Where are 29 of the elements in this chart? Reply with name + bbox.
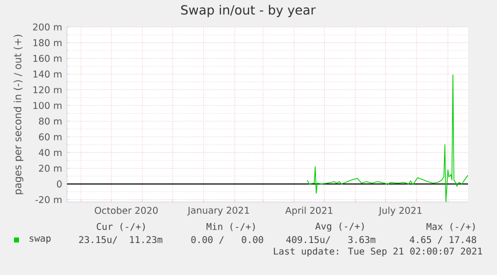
- text: Last update: Tue Sep 21 02:00:07 2021: [274, 247, 482, 257]
- text: 409.15u/ 3.63m: [286, 236, 376, 244]
- y-tick-label: 200 m: [33, 23, 62, 31]
- text: 0.00 / 0.00: [191, 236, 264, 244]
- y-tick-label: 160 m: [33, 54, 62, 62]
- line-series: [306, 74, 468, 202]
- legend-label: swap: [30, 236, 51, 244]
- y-tick-label: 100 m: [33, 102, 62, 109]
- text: 23.15u/ 11.23m: [79, 236, 162, 244]
- y-tick-label: 60 m: [39, 133, 62, 140]
- y-tick-label: 140 m: [33, 70, 62, 78]
- y-tick-label: 40 m: [38, 149, 62, 156]
- text: Cur (-/+): [96, 222, 145, 232]
- chart-title: Swap in/out - by year: [181, 4, 316, 18]
- y-tick-label: -20 m: [35, 196, 62, 204]
- y-tick-label: 80 m: [38, 118, 62, 125]
- text: Avg (-/+): [315, 222, 364, 232]
- x-tick-label: April 2021: [285, 206, 332, 216]
- text: 4.65 / 17.48: [410, 236, 476, 244]
- y-tick-label: 0: [56, 180, 62, 188]
- y-tick-label: 180 m: [33, 39, 62, 46]
- text: Max (-/+): [426, 222, 475, 232]
- x-tick-label: October 2020: [94, 206, 158, 214]
- y-axis-title: pages per second in (-) / out (+): [14, 34, 24, 194]
- y-tick-label: 20 m: [39, 164, 62, 172]
- text: Min (-/+): [206, 222, 255, 232]
- x-tick-label: July 2021: [378, 206, 422, 216]
- y-tick-label: 120 m: [33, 86, 62, 94]
- x-tick-label: January 2021: [187, 206, 249, 216]
